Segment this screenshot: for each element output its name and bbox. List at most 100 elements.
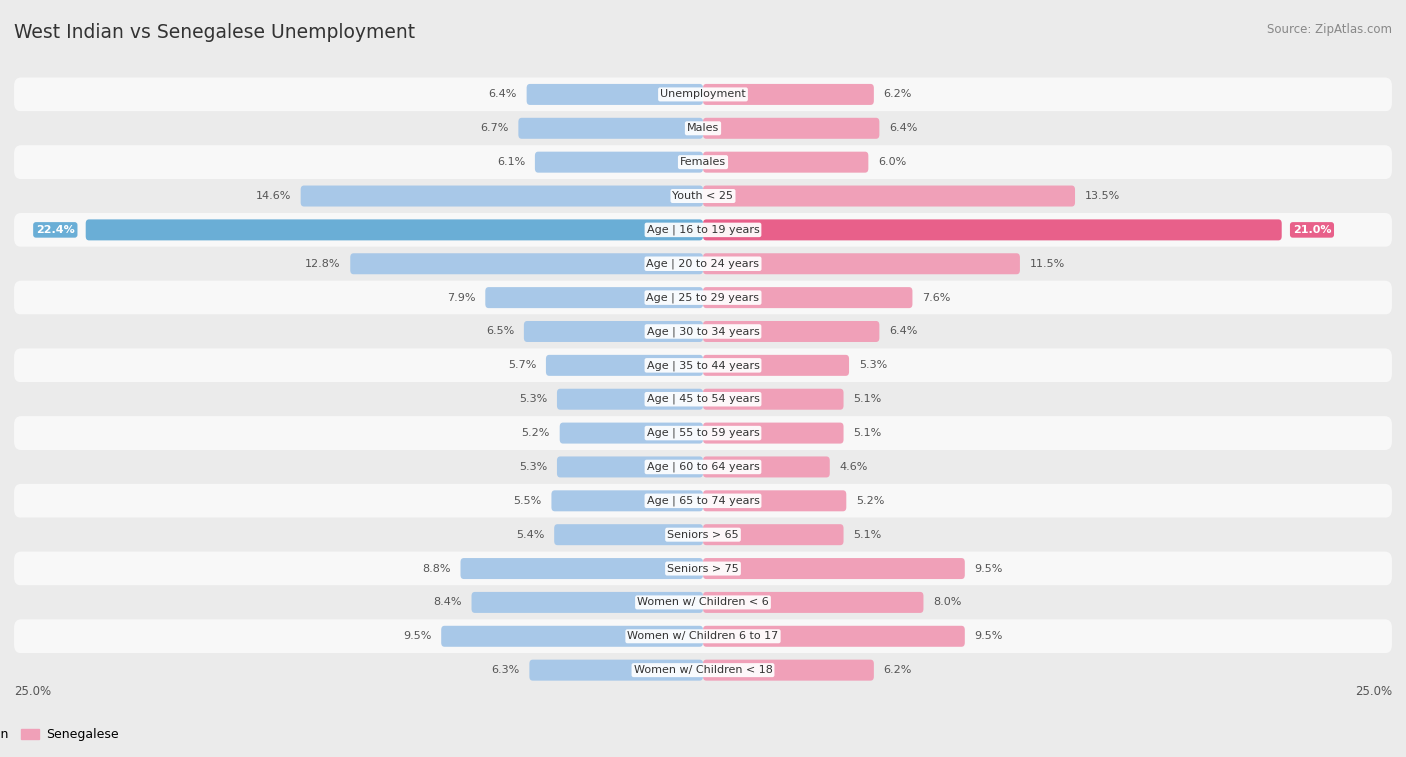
Text: Seniors > 75: Seniors > 75 (666, 563, 740, 574)
FancyBboxPatch shape (703, 84, 875, 105)
FancyBboxPatch shape (703, 659, 875, 681)
FancyBboxPatch shape (703, 626, 965, 646)
FancyBboxPatch shape (530, 659, 703, 681)
Text: 11.5%: 11.5% (1029, 259, 1064, 269)
Text: 22.4%: 22.4% (37, 225, 75, 235)
Text: Seniors > 65: Seniors > 65 (668, 530, 738, 540)
FancyBboxPatch shape (14, 416, 1392, 450)
FancyBboxPatch shape (86, 220, 703, 241)
FancyBboxPatch shape (14, 585, 1392, 619)
FancyBboxPatch shape (703, 220, 1282, 241)
Text: Source: ZipAtlas.com: Source: ZipAtlas.com (1267, 23, 1392, 36)
FancyBboxPatch shape (703, 118, 879, 139)
Text: 7.6%: 7.6% (922, 293, 950, 303)
Text: 6.4%: 6.4% (489, 89, 517, 99)
FancyBboxPatch shape (14, 247, 1392, 281)
Text: 6.2%: 6.2% (883, 89, 912, 99)
Text: Age | 65 to 74 years: Age | 65 to 74 years (647, 496, 759, 506)
FancyBboxPatch shape (485, 287, 703, 308)
FancyBboxPatch shape (703, 321, 879, 342)
Text: Age | 60 to 64 years: Age | 60 to 64 years (647, 462, 759, 472)
Text: 5.1%: 5.1% (853, 428, 882, 438)
Text: Age | 45 to 54 years: Age | 45 to 54 years (647, 394, 759, 404)
Text: 6.1%: 6.1% (496, 157, 526, 167)
Text: Youth < 25: Youth < 25 (672, 191, 734, 201)
Text: 6.3%: 6.3% (492, 665, 520, 675)
Text: Age | 20 to 24 years: Age | 20 to 24 years (647, 258, 759, 269)
Text: Age | 35 to 44 years: Age | 35 to 44 years (647, 360, 759, 371)
FancyBboxPatch shape (14, 315, 1392, 348)
Text: 6.7%: 6.7% (481, 123, 509, 133)
Text: 5.3%: 5.3% (519, 462, 547, 472)
Text: 12.8%: 12.8% (305, 259, 340, 269)
Text: 21.0%: 21.0% (1292, 225, 1331, 235)
FancyBboxPatch shape (14, 77, 1392, 111)
FancyBboxPatch shape (461, 558, 703, 579)
Text: West Indian vs Senegalese Unemployment: West Indian vs Senegalese Unemployment (14, 23, 415, 42)
Text: Females: Females (681, 157, 725, 167)
Text: Women w/ Children 6 to 17: Women w/ Children 6 to 17 (627, 631, 779, 641)
FancyBboxPatch shape (14, 111, 1392, 145)
FancyBboxPatch shape (14, 484, 1392, 518)
FancyBboxPatch shape (534, 151, 703, 173)
FancyBboxPatch shape (560, 422, 703, 444)
Text: Women w/ Children < 18: Women w/ Children < 18 (634, 665, 772, 675)
FancyBboxPatch shape (557, 456, 703, 478)
Text: 9.5%: 9.5% (404, 631, 432, 641)
Text: Women w/ Children < 6: Women w/ Children < 6 (637, 597, 769, 607)
FancyBboxPatch shape (14, 145, 1392, 179)
FancyBboxPatch shape (519, 118, 703, 139)
FancyBboxPatch shape (524, 321, 703, 342)
FancyBboxPatch shape (703, 355, 849, 376)
Text: Age | 25 to 29 years: Age | 25 to 29 years (647, 292, 759, 303)
Text: 6.5%: 6.5% (486, 326, 515, 336)
Text: 8.4%: 8.4% (433, 597, 461, 607)
Text: 13.5%: 13.5% (1084, 191, 1121, 201)
Text: 6.0%: 6.0% (877, 157, 907, 167)
FancyBboxPatch shape (554, 524, 703, 545)
Text: 25.0%: 25.0% (1355, 684, 1392, 698)
FancyBboxPatch shape (703, 592, 924, 613)
FancyBboxPatch shape (441, 626, 703, 646)
FancyBboxPatch shape (703, 185, 1076, 207)
Text: Age | 55 to 59 years: Age | 55 to 59 years (647, 428, 759, 438)
Text: 25.0%: 25.0% (14, 684, 51, 698)
Text: 5.4%: 5.4% (516, 530, 544, 540)
FancyBboxPatch shape (703, 254, 1019, 274)
FancyBboxPatch shape (551, 491, 703, 511)
FancyBboxPatch shape (471, 592, 703, 613)
Text: 5.3%: 5.3% (859, 360, 887, 370)
Text: Unemployment: Unemployment (661, 89, 745, 99)
FancyBboxPatch shape (14, 552, 1392, 585)
FancyBboxPatch shape (703, 524, 844, 545)
FancyBboxPatch shape (14, 450, 1392, 484)
Text: 6.2%: 6.2% (883, 665, 912, 675)
Text: 14.6%: 14.6% (256, 191, 291, 201)
Text: Age | 30 to 34 years: Age | 30 to 34 years (647, 326, 759, 337)
Text: 6.4%: 6.4% (889, 326, 917, 336)
FancyBboxPatch shape (703, 287, 912, 308)
Text: 5.1%: 5.1% (853, 394, 882, 404)
FancyBboxPatch shape (14, 518, 1392, 552)
FancyBboxPatch shape (703, 558, 965, 579)
Text: 5.3%: 5.3% (519, 394, 547, 404)
Text: 9.5%: 9.5% (974, 563, 1002, 574)
Text: 5.1%: 5.1% (853, 530, 882, 540)
FancyBboxPatch shape (703, 491, 846, 511)
Text: 5.2%: 5.2% (856, 496, 884, 506)
Text: 6.4%: 6.4% (889, 123, 917, 133)
Text: 5.5%: 5.5% (513, 496, 541, 506)
FancyBboxPatch shape (14, 348, 1392, 382)
FancyBboxPatch shape (14, 619, 1392, 653)
FancyBboxPatch shape (557, 389, 703, 410)
FancyBboxPatch shape (546, 355, 703, 376)
FancyBboxPatch shape (703, 422, 844, 444)
FancyBboxPatch shape (703, 389, 844, 410)
FancyBboxPatch shape (703, 151, 869, 173)
FancyBboxPatch shape (14, 281, 1392, 315)
FancyBboxPatch shape (14, 653, 1392, 687)
Text: 5.7%: 5.7% (508, 360, 536, 370)
Text: 9.5%: 9.5% (974, 631, 1002, 641)
Text: 4.6%: 4.6% (839, 462, 868, 472)
Text: 5.2%: 5.2% (522, 428, 550, 438)
